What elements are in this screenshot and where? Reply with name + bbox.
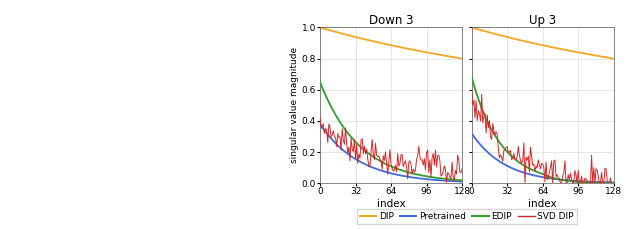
X-axis label: index: index [529, 199, 557, 209]
X-axis label: index: index [377, 199, 405, 209]
Legend: DIP, Pretrained, EDIP, SVD DIP: DIP, Pretrained, EDIP, SVD DIP [357, 209, 577, 224]
Title: Down 3: Down 3 [369, 14, 413, 27]
Title: Up 3: Up 3 [529, 14, 556, 27]
Y-axis label: singular value magnitude: singular value magnitude [290, 47, 299, 164]
